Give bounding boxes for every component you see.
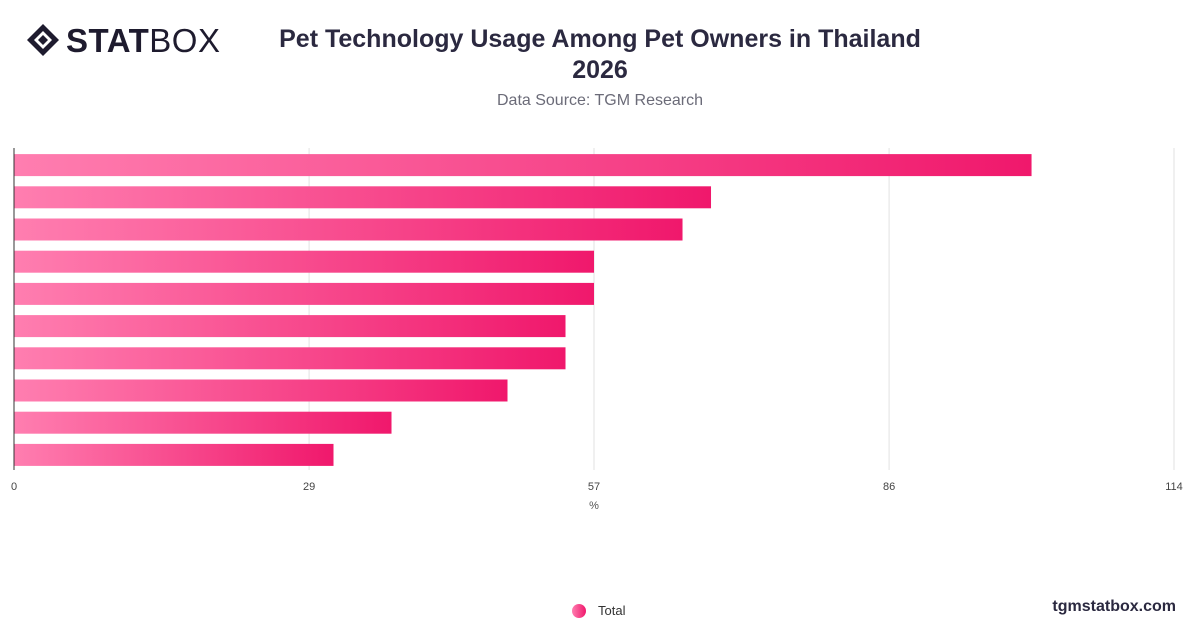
diamond-logo-icon	[27, 24, 59, 56]
chart-title: Pet Technology Usage Among Pet Owners in…	[250, 24, 950, 86]
bar[interactable]	[14, 315, 566, 338]
bar[interactable]	[14, 186, 712, 209]
bar[interactable]	[14, 347, 566, 370]
legend-label-total: Total	[598, 603, 626, 618]
brand-logo: STATBOX	[26, 22, 220, 58]
bar[interactable]	[14, 411, 392, 434]
bar[interactable]	[14, 443, 334, 466]
legend[interactable]: Total	[572, 603, 625, 618]
chart-subtitle: Data Source: TGM Research	[496, 92, 703, 109]
footer-site: tgmstatbox.com	[1052, 598, 1176, 615]
bar[interactable]	[14, 154, 1032, 177]
x-tick-label: 114	[1165, 481, 1183, 493]
axes: 0 29 57 86 114	[11, 148, 1183, 493]
bar[interactable]	[14, 218, 683, 241]
bar[interactable]	[14, 250, 594, 273]
brand-name-regular: BOX	[149, 21, 221, 59]
legend-marker	[572, 603, 586, 618]
bar[interactable]	[14, 282, 594, 305]
x-tick-label: 86	[883, 481, 895, 493]
x-tick-label: 29	[303, 481, 315, 493]
brand-wordmark: STATBOX	[66, 24, 220, 57]
x-axis-label: %	[589, 500, 599, 512]
chart-title-line-1: Pet Technology Usage Among Pet Owners in…	[279, 25, 921, 53]
brand-name-bold: STAT	[66, 21, 150, 59]
chart-title-line-2: 2026	[572, 56, 628, 84]
x-tick-label: 0	[11, 481, 17, 493]
x-tick-label: 57	[588, 481, 600, 493]
bars	[14, 154, 1032, 466]
bar[interactable]	[14, 379, 508, 402]
